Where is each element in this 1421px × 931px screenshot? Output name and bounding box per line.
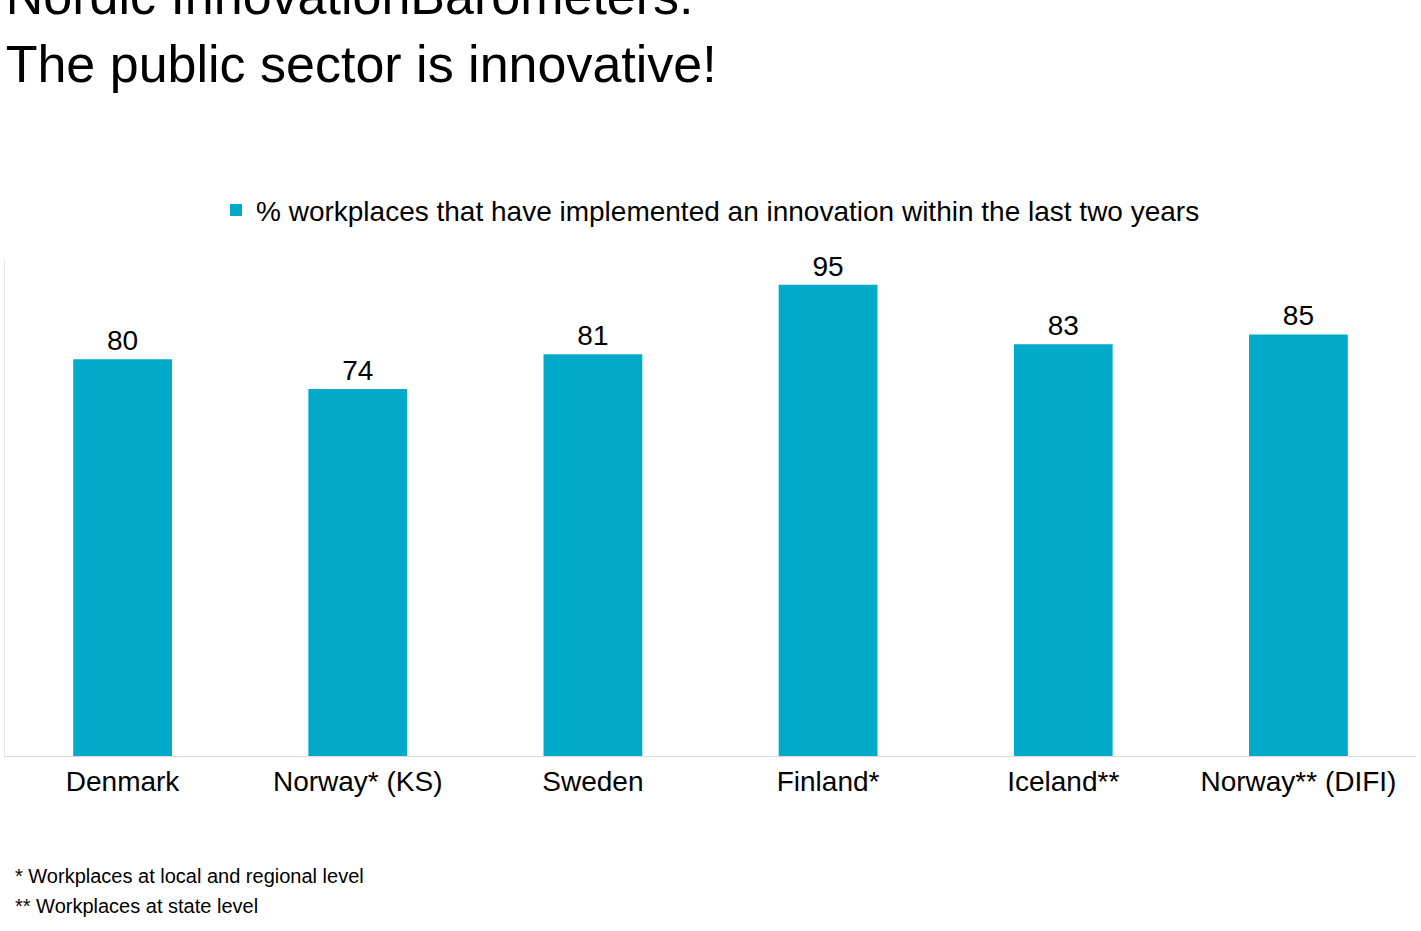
svg-text:Sweden: Sweden (542, 766, 643, 797)
svg-text:Nordic InnovationBarometers:Th: Nordic InnovationBarometers:The public s… (6, 0, 717, 93)
svg-text:95: 95 (813, 251, 844, 282)
svg-text:** Workplaces at state level: ** Workplaces at state level (15, 895, 258, 917)
svg-text:83: 83 (1048, 310, 1079, 341)
svg-text:Finland*: Finland* (777, 766, 880, 797)
svg-text:80: 80 (107, 325, 138, 356)
svg-text:Norway* (KS): Norway* (KS) (273, 766, 443, 797)
svg-text:85: 85 (1283, 300, 1314, 331)
svg-text:% workplaces that have impleme: % workplaces that have implemented an in… (256, 196, 1199, 227)
svg-text:Iceland**: Iceland** (1007, 766, 1119, 797)
svg-text:74: 74 (342, 355, 373, 386)
svg-text:* Workplaces at local and regi: * Workplaces at local and regional level (15, 865, 364, 887)
svg-text:Norway** (DIFI): Norway** (DIFI) (1200, 766, 1396, 797)
svg-text:81: 81 (577, 320, 608, 351)
svg-text:Denmark: Denmark (66, 766, 181, 797)
